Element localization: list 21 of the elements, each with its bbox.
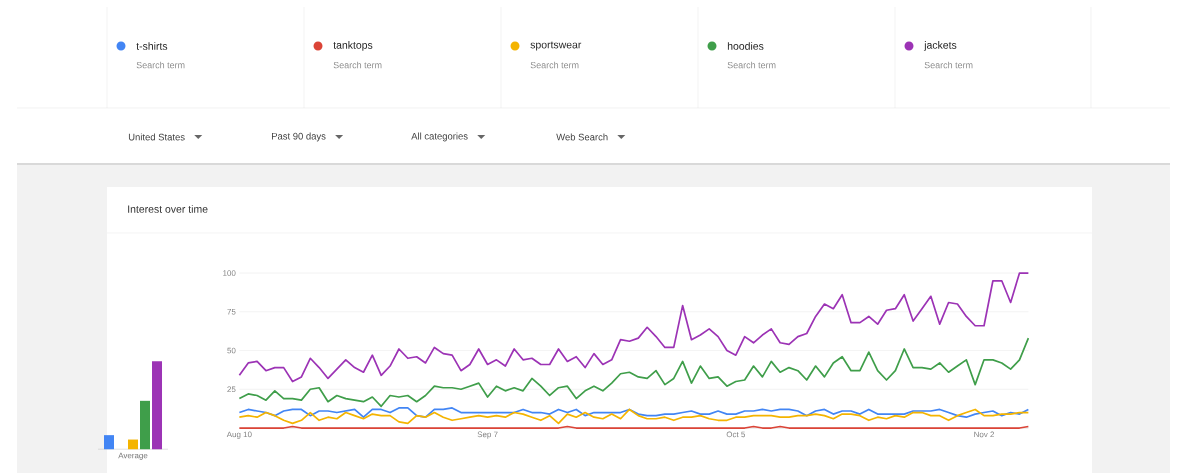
bar: [104, 435, 115, 450]
legend-label: hoodies: [727, 42, 764, 50]
legend-label: t-shirts: [136, 42, 168, 50]
text: Past 90 days: [271, 132, 326, 142]
bar: [140, 400, 151, 450]
legend-label: tanktops: [333, 41, 373, 51]
legend-label: sportswear: [530, 41, 582, 51]
line-series: [238, 272, 1030, 383]
bar: [128, 439, 139, 450]
text: Web Search: [556, 133, 608, 141]
text: Search term: [727, 61, 776, 69]
text: United States: [128, 133, 185, 141]
chart-title: Interest over time: [128, 205, 208, 213]
text: Search term: [333, 61, 382, 69]
text: Search term: [136, 61, 185, 69]
text: Search term: [530, 61, 579, 69]
line-series: [238, 337, 1030, 408]
text: Search term: [924, 61, 973, 69]
text: All categories: [411, 132, 468, 142]
legend-label: jackets: [923, 41, 957, 51]
bar: [152, 361, 163, 450]
